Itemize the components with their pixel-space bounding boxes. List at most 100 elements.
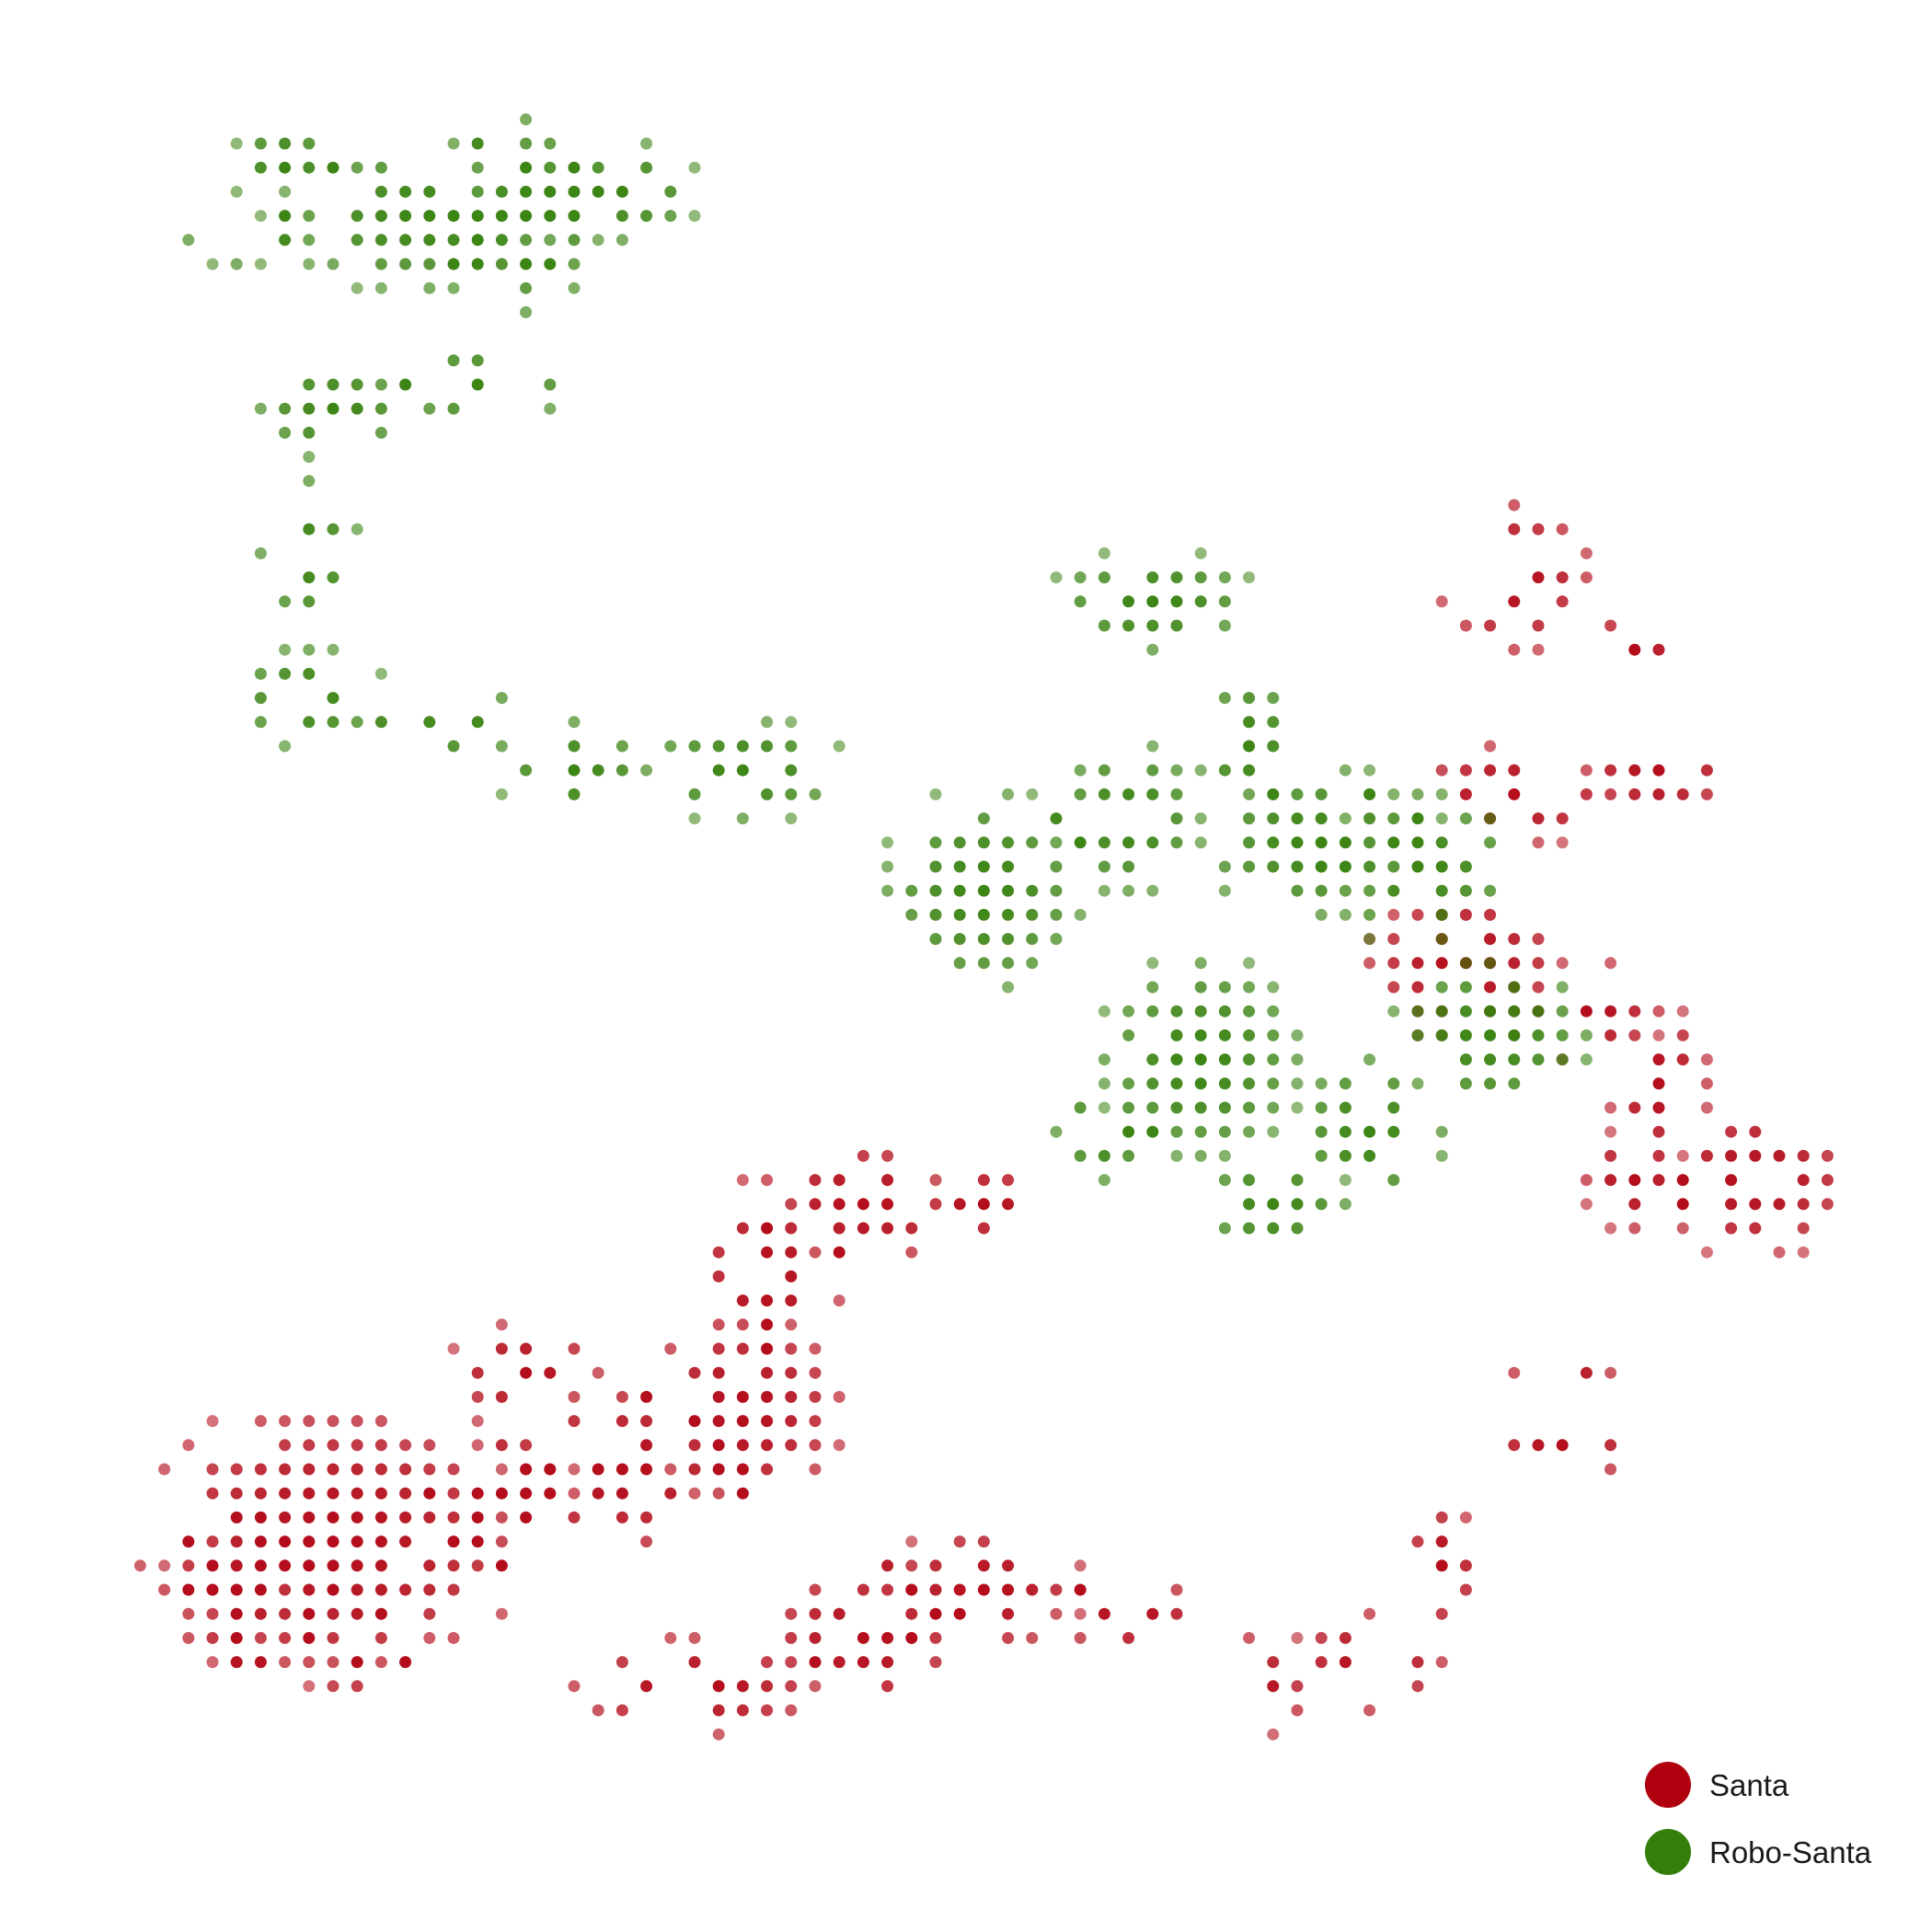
point-santa [785,1631,798,1644]
point-santa [712,1270,725,1282]
point-robo-santa [327,523,339,535]
point-robo-santa [1339,1101,1351,1114]
point-robo-santa [977,812,990,825]
point-santa [688,1463,701,1476]
point-santa [182,1535,195,1548]
point-robo-santa [1363,836,1376,849]
point-robo-santa [544,234,557,247]
point-robo-santa [1218,571,1231,584]
point-robo-santa [1122,1149,1135,1162]
point-santa [1411,957,1424,970]
point-robo-santa [1435,836,1448,849]
point-santa [809,1463,822,1476]
point-santa [833,1294,845,1307]
point-robo-santa [303,378,316,391]
point-robo-santa [279,402,292,415]
legend-item-robo-santa[interactable]: Robo-Santa [1645,1829,1872,1875]
point-robo-santa [520,161,533,174]
point-robo-santa [615,185,628,198]
point-santa [206,1656,219,1669]
point-robo-santa [351,523,363,535]
point-santa [1676,1174,1689,1187]
point-santa [833,1656,845,1669]
point-robo-santa [279,185,292,198]
point-santa [254,1463,267,1476]
point-santa [1628,1198,1641,1211]
point-robo-santa [1098,884,1110,897]
point-santa [664,1463,677,1476]
point-santa [761,1415,774,1428]
point-santa [303,1656,316,1669]
point-santa [736,1174,749,1187]
point-santa [471,1415,484,1428]
point-robo-santa [303,523,316,535]
point-robo-santa [1074,908,1087,921]
point-santa [1628,1222,1641,1235]
point-santa [953,1583,966,1596]
point-santa [1652,788,1665,800]
point-robo-santa [1170,1077,1183,1090]
point-robo-santa [303,402,316,415]
point-robo-santa [1411,812,1424,825]
point-robo-santa [1484,812,1497,825]
point-robo-santa [1508,1029,1521,1041]
legend-item-santa[interactable]: Santa [1645,1762,1789,1808]
point-santa [977,1174,990,1187]
point-santa [374,1583,387,1596]
point-santa [1459,619,1472,632]
point-robo-santa [1146,981,1159,994]
point-santa [1435,1535,1448,1548]
point-robo-santa [1339,1198,1351,1211]
point-robo-santa [1170,764,1183,776]
point-robo-santa [1098,571,1110,584]
point-santa [447,1487,460,1500]
point-santa [736,1342,749,1355]
point-robo-santa [327,643,339,656]
point-santa [809,1656,822,1669]
point-robo-santa [1556,981,1569,994]
point-santa [327,1559,339,1572]
point-santa [1002,1198,1015,1211]
point-robo-santa [785,716,798,729]
point-robo-santa [1363,764,1376,776]
point-robo-santa [1146,619,1159,632]
point-santa [712,1366,725,1379]
point-santa [495,1511,508,1524]
point-santa [568,1342,581,1355]
point-santa [1821,1149,1834,1162]
point-robo-santa [1098,1077,1110,1090]
point-santa [712,1390,725,1403]
point-santa [230,1463,243,1476]
point-robo-santa [1194,1005,1207,1018]
point-robo-santa [1146,595,1159,608]
point-robo-santa [520,137,533,150]
point-santa [568,1487,581,1500]
point-robo-santa [1098,764,1110,776]
point-robo-santa [374,667,387,680]
point-robo-santa [1002,836,1015,849]
point-robo-santa [1194,546,1207,559]
point-robo-santa [351,210,363,223]
point-santa [495,1318,508,1331]
point-santa [1773,1246,1786,1259]
point-robo-santa [929,836,942,849]
point-robo-santa [1387,1101,1400,1114]
point-santa [351,1535,363,1548]
point-santa [761,1246,774,1259]
point-santa [1556,595,1569,608]
point-robo-santa [1050,908,1063,921]
point-robo-santa [1194,981,1207,994]
point-robo-santa [1556,1005,1569,1018]
point-robo-santa [688,210,701,223]
point-santa [399,1439,412,1452]
point-santa [953,1198,966,1211]
point-santa [230,1535,243,1548]
point-santa [736,1487,749,1500]
point-santa [881,1559,894,1572]
point-santa [399,1511,412,1524]
point-santa [640,1535,653,1548]
point-robo-santa [1170,1125,1183,1138]
point-robo-santa [520,210,533,223]
point-santa [520,1366,533,1379]
point-robo-santa [1170,812,1183,825]
